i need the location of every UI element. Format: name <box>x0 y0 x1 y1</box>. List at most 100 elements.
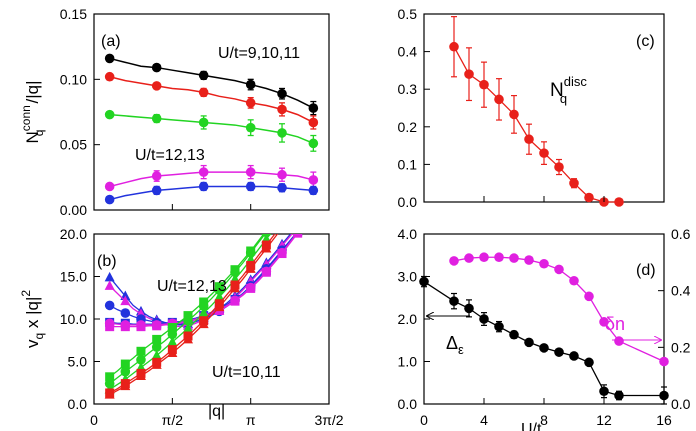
y-tick-label: 0.0 <box>398 194 418 210</box>
data-point <box>151 171 162 181</box>
delta-n-label: δn <box>605 314 625 334</box>
data-point <box>167 323 177 332</box>
data-point <box>104 389 115 399</box>
data-point <box>120 322 130 332</box>
data-point <box>104 300 115 311</box>
data-point <box>584 192 594 203</box>
data-point <box>198 117 209 128</box>
data-point <box>464 303 474 314</box>
x-tick-label: 12 <box>596 412 612 428</box>
data-point <box>293 193 303 203</box>
data-point <box>105 322 115 332</box>
data-point <box>277 104 287 115</box>
panel-a-annotation-1: U/t=9,10,11 <box>218 45 300 62</box>
data-point <box>479 252 489 263</box>
data-point <box>152 334 162 344</box>
panel-b-xlabel: |q| <box>208 403 225 420</box>
panel-d-label: (d) <box>636 262 656 279</box>
data-point <box>198 301 209 312</box>
y-tick-label: 2.0 <box>398 311 418 327</box>
y-tick-label: 0.5 <box>398 6 418 22</box>
y-tick-label: 5.0 <box>68 354 88 370</box>
data-point <box>599 386 609 397</box>
x-tick-label: π <box>246 412 256 428</box>
y-tick-label: 0.0 <box>68 396 88 412</box>
data-point <box>539 343 549 353</box>
data-point <box>293 222 303 232</box>
data-point <box>104 71 115 82</box>
data-point <box>183 333 194 344</box>
y-tick-label: 0.1 <box>398 156 418 172</box>
panel-c-label: (c) <box>636 33 655 50</box>
data-point <box>277 213 287 223</box>
data-point <box>479 79 489 90</box>
data-point <box>293 200 302 209</box>
y-tick-label: 1.0 <box>398 354 418 370</box>
data-point <box>120 290 131 301</box>
data-point <box>120 308 131 318</box>
panel-b-ylabel: vq x |q|2 <box>19 290 46 348</box>
x-tick-label: 0 <box>420 412 428 428</box>
y-tick-label: 0.3 <box>398 81 418 97</box>
data-point <box>198 87 209 98</box>
data-point <box>214 291 225 301</box>
data-point <box>524 134 534 145</box>
data-point <box>167 347 178 357</box>
data-point <box>230 296 240 306</box>
data-point <box>277 249 287 259</box>
data-point <box>198 318 209 329</box>
y-tick-label: 0.15 <box>60 6 87 22</box>
y-tick-label: 0.0 <box>398 396 418 412</box>
panel-a-marks <box>104 53 319 205</box>
data-point <box>261 242 272 253</box>
data-point <box>151 81 162 91</box>
x-tick-label: 0 <box>90 412 98 428</box>
data-point <box>104 109 115 120</box>
data-point <box>245 98 256 108</box>
data-point <box>245 122 256 133</box>
data-point <box>449 41 459 52</box>
panel-a-annotation-2: U/t=12,13 <box>135 147 205 164</box>
y-tick-label: 3.0 <box>398 269 418 285</box>
data-point <box>479 314 489 324</box>
data-point <box>183 315 193 326</box>
y-tick-label: 20.0 <box>60 226 87 242</box>
panel-c-marks <box>449 16 624 207</box>
data-point <box>151 342 162 352</box>
data-point <box>509 253 519 263</box>
data-point <box>151 185 162 196</box>
data-point <box>136 355 146 365</box>
data-point <box>293 234 303 238</box>
data-point <box>277 182 287 193</box>
data-point <box>494 321 504 332</box>
data-point <box>120 366 131 377</box>
data-point <box>524 337 534 348</box>
data-point <box>308 138 319 149</box>
data-point <box>277 169 287 180</box>
data-point <box>214 301 225 312</box>
data-point <box>120 295 131 306</box>
panel-a: 0.00 0.05 0.10 0.15 (a) U/t=9,10,11 U/t=12,… <box>19 6 330 218</box>
data-point <box>104 194 115 205</box>
data-point <box>494 252 504 263</box>
data-point <box>151 359 162 369</box>
data-point <box>599 317 609 327</box>
data-point <box>261 267 271 277</box>
data-point <box>659 390 669 401</box>
data-point <box>614 336 624 346</box>
y-tick-label: 10.0 <box>60 311 87 327</box>
data-point <box>245 263 256 273</box>
y-tick-label: 0.4 <box>671 283 691 299</box>
data-point <box>104 181 115 192</box>
data-point <box>464 69 474 79</box>
data-point <box>293 220 303 230</box>
x-tick-label: 3π/2 <box>314 412 343 428</box>
data-point <box>277 223 287 233</box>
data-point <box>584 291 594 302</box>
data-point <box>245 167 256 177</box>
data-point <box>229 282 240 293</box>
y-tick-label: 0.6 <box>671 226 691 242</box>
panel-a-ylabel: Nconnq/|q| <box>19 80 46 143</box>
data-point <box>419 276 429 287</box>
